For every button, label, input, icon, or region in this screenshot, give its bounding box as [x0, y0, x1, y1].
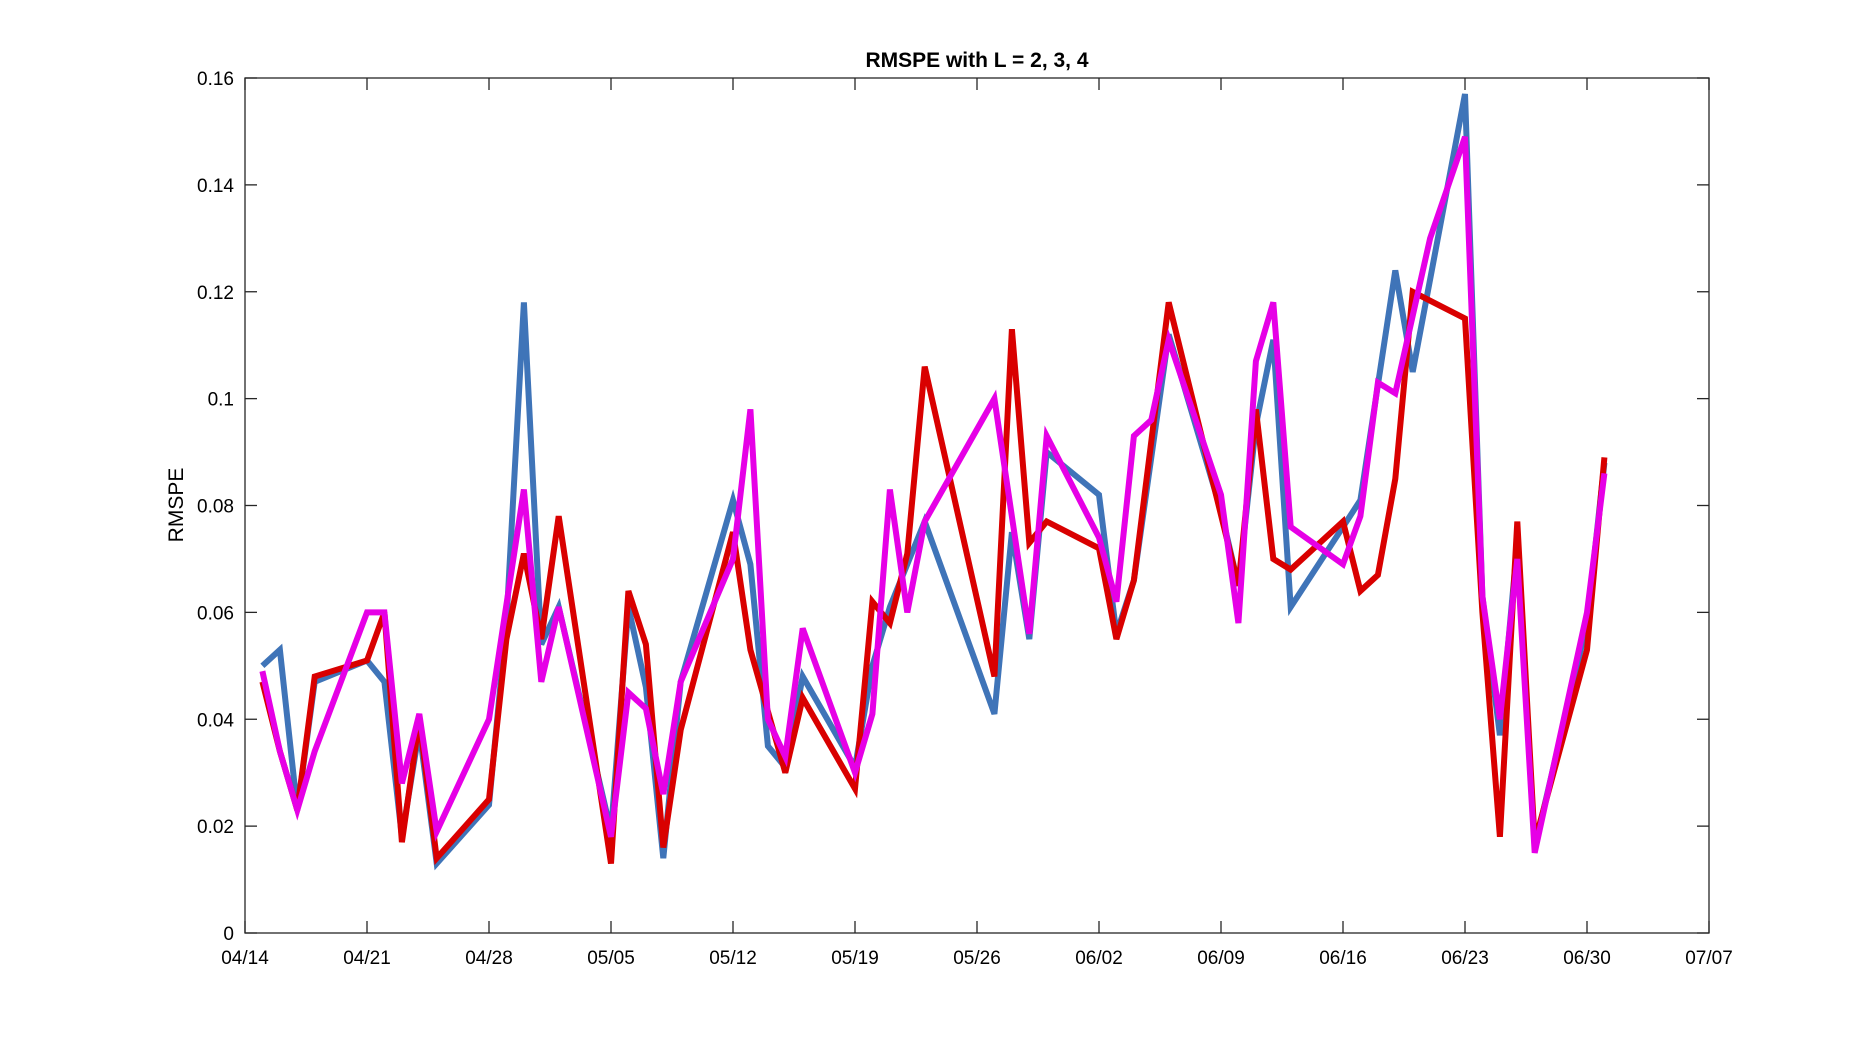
y-tick-label: 0.02: [197, 817, 234, 838]
x-tick-label: 06/23: [1441, 948, 1489, 969]
x-tick-label: 07/07: [1685, 948, 1733, 969]
chart-title: RMSPE with L = 2, 3, 4: [865, 49, 1088, 72]
x-tick-label: 04/14: [221, 948, 269, 969]
y-tick-label: 0.08: [197, 497, 234, 518]
x-tick-label: 06/09: [1197, 948, 1245, 969]
y-axis-label: RMSPE: [165, 468, 188, 543]
y-tick-label: 0: [223, 924, 234, 945]
y-tick-label: 0.06: [197, 603, 234, 624]
series-layer: [259, 93, 1608, 871]
x-tick-label: 05/12: [709, 948, 757, 969]
y-axis: 0 0.02 0.04 0.06 0.08 0.1 0.12 0.14 0.16: [197, 69, 1709, 945]
y-tick-label: 0.12: [197, 283, 234, 304]
x-tick-label: 05/05: [587, 948, 635, 969]
x-axis: 04/14 04/21 04/28 05/05 05/12 05/19 05/26 06/02…: [221, 78, 1733, 969]
y-tick-label: 0.1: [208, 390, 234, 411]
x-tick-label: 06/16: [1319, 948, 1367, 969]
x-tick-label: 06/30: [1563, 948, 1611, 969]
y-tick-label: 0.16: [197, 69, 234, 90]
series-line-2: [259, 287, 1608, 866]
plot-area: [245, 78, 1709, 933]
x-tick-label: 04/28: [465, 948, 513, 969]
y-tick-label: 0.14: [197, 176, 234, 197]
x-tick-label: 05/19: [831, 948, 879, 969]
x-tick-label: 04/21: [343, 948, 391, 969]
x-tick-label: 05/26: [953, 948, 1001, 969]
series-line-3: [259, 135, 1608, 854]
series-line-1: [260, 93, 1608, 871]
y-tick-label: 0.04: [197, 710, 234, 731]
x-tick-label: 06/02: [1075, 948, 1123, 969]
